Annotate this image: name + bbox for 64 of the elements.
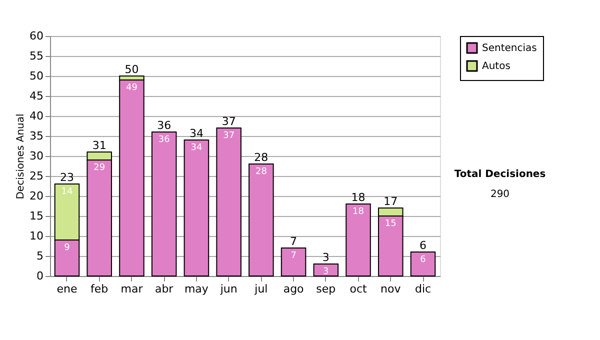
y-tick-label: 40: [30, 110, 44, 122]
data-label: 49: [126, 83, 138, 93]
data-label: 37: [223, 131, 235, 141]
bar: [280, 248, 306, 276]
data-label: 9: [64, 243, 70, 253]
x-tick-label: ene: [56, 282, 78, 296]
x-tick-label: feb: [90, 282, 108, 296]
bar: [151, 132, 177, 276]
y-tick-label: 55: [30, 50, 44, 62]
data-label: 7: [290, 251, 296, 261]
text: Total Decisiones: [454, 169, 546, 180]
legend-label: Sentencias: [482, 43, 537, 54]
y-tick-label: 30: [30, 150, 44, 162]
y-tick-label: 15: [30, 210, 44, 222]
y-tick-label: 50: [30, 70, 44, 82]
legend-label: Autos: [482, 61, 510, 72]
x-tick-label: nov: [380, 282, 402, 296]
y-tick-label: 20: [30, 190, 44, 202]
y-tick-label: 45: [30, 90, 44, 102]
y-tick-label: 0: [36, 270, 44, 282]
data-label: 36: [158, 135, 170, 145]
bar: [216, 128, 242, 276]
x-tick-label: jul: [254, 282, 268, 296]
total-label: 6: [420, 239, 427, 252]
x-tick-label: dic: [414, 282, 432, 296]
data-label: 28: [255, 167, 268, 177]
total-label: 31: [92, 139, 106, 152]
bar: [410, 252, 436, 276]
x-tick-label: sep: [316, 282, 336, 296]
x-tick-label: oct: [350, 282, 368, 296]
total-label: 23: [60, 171, 74, 184]
total-label: 34: [189, 127, 204, 140]
total-label: 36: [157, 119, 172, 132]
y-axis-title: Decisiones Anual: [16, 114, 27, 200]
data-label: 3: [323, 267, 329, 277]
total-label: 18: [351, 191, 366, 204]
y-tick-label: 10: [30, 230, 44, 242]
x-tick-label: ago: [283, 282, 304, 296]
y-tick-label: 60: [30, 30, 44, 42]
bar: [184, 140, 210, 276]
total-label: 28: [254, 151, 268, 164]
text: 290: [490, 189, 510, 200]
y-tick-label: 25: [30, 170, 44, 182]
data-label: 29: [94, 163, 106, 173]
y-tick-label: 35: [30, 130, 44, 142]
x-tick-label: may: [184, 282, 209, 296]
x-tick-label: abr: [154, 282, 174, 296]
bar: [346, 204, 371, 276]
data-label: 34: [190, 143, 202, 153]
data-label: 6: [420, 255, 426, 265]
x-tick-label: jun: [219, 282, 238, 296]
y-tick-label: 5: [36, 250, 44, 262]
total-label: 17: [384, 195, 398, 208]
x-tick-label: mar: [120, 282, 144, 296]
bar: [313, 264, 339, 276]
total-label: 50: [124, 63, 139, 76]
total-label: 37: [222, 115, 236, 128]
data-label: 18: [352, 207, 364, 217]
bar: [119, 80, 144, 276]
total-label: 3: [322, 251, 330, 264]
data-label: 14: [61, 187, 73, 197]
data-label: 15: [384, 219, 396, 229]
total-label: 7: [290, 235, 298, 248]
bar: [248, 164, 274, 276]
